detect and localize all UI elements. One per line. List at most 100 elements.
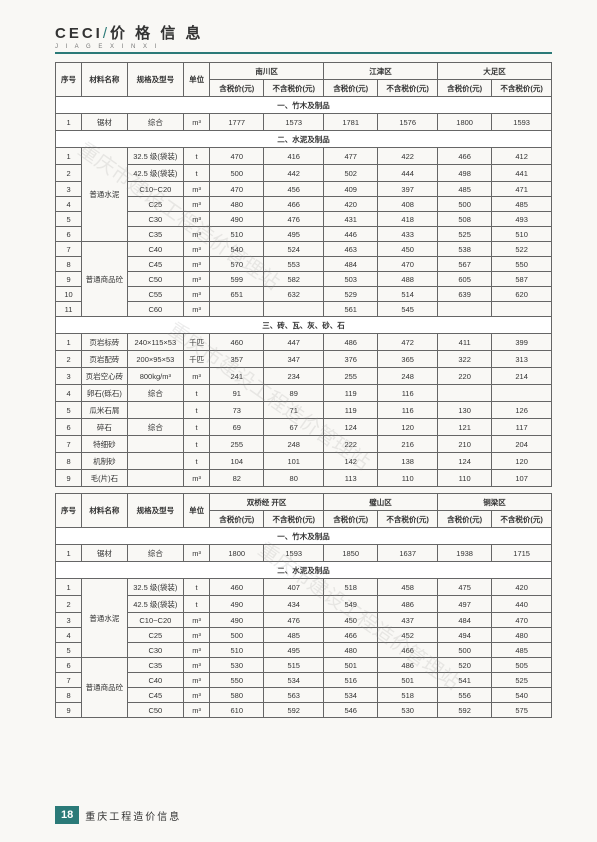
page-header: CECI/价 格 信 息 J I A G E X I N X I bbox=[55, 22, 552, 54]
cell-value: 490 bbox=[210, 613, 264, 628]
cell-value: 1781 bbox=[324, 114, 378, 131]
cell-value: 587 bbox=[492, 272, 552, 287]
cell-value: 485 bbox=[438, 182, 492, 197]
cell-value: 503 bbox=[324, 272, 378, 287]
cell-value: 580 bbox=[210, 688, 264, 703]
cell-unit: m³ bbox=[184, 302, 210, 317]
table-row: 10C55m³651632529514639620 bbox=[56, 287, 552, 302]
cell-value: 516 bbox=[324, 673, 378, 688]
slash-divider: / bbox=[103, 25, 110, 42]
cell-seq: 1 bbox=[56, 545, 82, 562]
header-title: CECI/价 格 信 息 bbox=[55, 22, 552, 43]
price-table-2: 序号材料名称规格及型号单位双桥经 开区璧山区铜梁区含税价(元)不含税价(元)含税… bbox=[55, 493, 552, 718]
cell-value: 89 bbox=[264, 385, 324, 402]
table-row: 9C50m³599582503488605587 bbox=[56, 272, 552, 287]
table-row: 6碎石综合t6967124120121117 bbox=[56, 419, 552, 436]
cell-name: 普通商品砼 bbox=[82, 658, 128, 718]
cell-unit: 千匹 bbox=[184, 334, 210, 351]
cell-seq: 1 bbox=[56, 579, 82, 596]
cell-spec: C25 bbox=[127, 197, 183, 212]
cell-value: 110 bbox=[438, 470, 492, 487]
cell-unit: m³ bbox=[184, 368, 210, 385]
cell-value: 610 bbox=[210, 703, 264, 718]
cell-unit: m³ bbox=[184, 257, 210, 272]
cell-value: 437 bbox=[378, 613, 438, 628]
table-row: 5瓜米石屑t7371119116130126 bbox=[56, 402, 552, 419]
col-notax: 不含税价(元) bbox=[492, 511, 552, 528]
cell-value: 472 bbox=[378, 334, 438, 351]
cell-value: 124 bbox=[438, 453, 492, 470]
cell-seq: 3 bbox=[56, 613, 82, 628]
cell-spec: 240×115×53 bbox=[127, 334, 183, 351]
cell-value: 546 bbox=[324, 703, 378, 718]
cell-value: 540 bbox=[210, 242, 264, 257]
cell-seq: 1 bbox=[56, 114, 82, 131]
cell-seq: 6 bbox=[56, 658, 82, 673]
cell-value: 538 bbox=[438, 242, 492, 257]
table-row: 1普通水泥32.5 级(袋装)t470416477422466412 bbox=[56, 148, 552, 165]
cell-value: 458 bbox=[378, 579, 438, 596]
cell-unit: m³ bbox=[184, 545, 210, 562]
cell-seq: 6 bbox=[56, 419, 82, 436]
cell-value: 567 bbox=[438, 257, 492, 272]
cell-value: 142 bbox=[324, 453, 378, 470]
cell-seq: 7 bbox=[56, 673, 82, 688]
table-row: 4卵石(砾石)综合t9189119116 bbox=[56, 385, 552, 402]
cell-value: 466 bbox=[324, 628, 378, 643]
cell-value: 116 bbox=[378, 385, 438, 402]
col-tax: 含税价(元) bbox=[438, 80, 492, 97]
cell-value: 466 bbox=[264, 197, 324, 212]
cell-value: 525 bbox=[438, 227, 492, 242]
cell-value: 470 bbox=[378, 257, 438, 272]
cell-value: 418 bbox=[378, 212, 438, 227]
cell-value: 522 bbox=[492, 242, 552, 257]
col-notax: 不含税价(元) bbox=[264, 80, 324, 97]
cell-value: 620 bbox=[492, 287, 552, 302]
header-pinyin: J I A G E X I N X I bbox=[55, 44, 552, 50]
table-row: 11C60m³561545 bbox=[56, 302, 552, 317]
cell-value: 486 bbox=[378, 596, 438, 613]
cell-value: 486 bbox=[324, 334, 378, 351]
region-header: 南川区 bbox=[210, 63, 324, 80]
region-header: 双桥经 开区 bbox=[210, 494, 324, 511]
cell-value: 550 bbox=[492, 257, 552, 272]
cell-value: 518 bbox=[378, 688, 438, 703]
cell-value: 124 bbox=[324, 419, 378, 436]
col-name: 材料名称 bbox=[82, 494, 128, 528]
cell-seq: 1 bbox=[56, 148, 82, 165]
cell-value: 1715 bbox=[492, 545, 552, 562]
cell-seq: 4 bbox=[56, 385, 82, 402]
cell-value: 592 bbox=[264, 703, 324, 718]
cell-spec: 综合 bbox=[127, 419, 183, 436]
cell-value: 71 bbox=[264, 402, 324, 419]
cell-value: 530 bbox=[210, 658, 264, 673]
cell-value: 119 bbox=[324, 402, 378, 419]
table-row: 242.5 级(袋装)t500442502444498441 bbox=[56, 165, 552, 182]
table-row: 6C35m³510495446433525510 bbox=[56, 227, 552, 242]
cell-value: 495 bbox=[264, 227, 324, 242]
footer-text: 重庆工程造价信息 bbox=[85, 808, 181, 823]
cell-value: 431 bbox=[324, 212, 378, 227]
cell-value: 515 bbox=[264, 658, 324, 673]
cell-seq: 10 bbox=[56, 287, 82, 302]
cell-value: 365 bbox=[378, 351, 438, 368]
cell-value: 1637 bbox=[378, 545, 438, 562]
cell-value: 73 bbox=[210, 402, 264, 419]
region-header: 江津区 bbox=[324, 63, 438, 80]
cell-value: 420 bbox=[492, 579, 552, 596]
cell-value: 220 bbox=[438, 368, 492, 385]
cell-unit: t bbox=[184, 148, 210, 165]
cell-unit: t bbox=[184, 579, 210, 596]
cell-spec: C40 bbox=[127, 673, 183, 688]
cell-value: 501 bbox=[324, 658, 378, 673]
cell-unit: m³ bbox=[184, 227, 210, 242]
section-title: 一、竹木及制品 bbox=[56, 97, 552, 114]
cell-value: 484 bbox=[438, 613, 492, 628]
table-row: 8C45m³580563534518556540 bbox=[56, 688, 552, 703]
cell-value: 488 bbox=[378, 272, 438, 287]
cell-value: 486 bbox=[378, 658, 438, 673]
col-notax: 不含税价(元) bbox=[378, 80, 438, 97]
cell-name: 普通水泥 bbox=[82, 148, 128, 242]
cell-value: 490 bbox=[210, 212, 264, 227]
cell-value: 255 bbox=[324, 368, 378, 385]
